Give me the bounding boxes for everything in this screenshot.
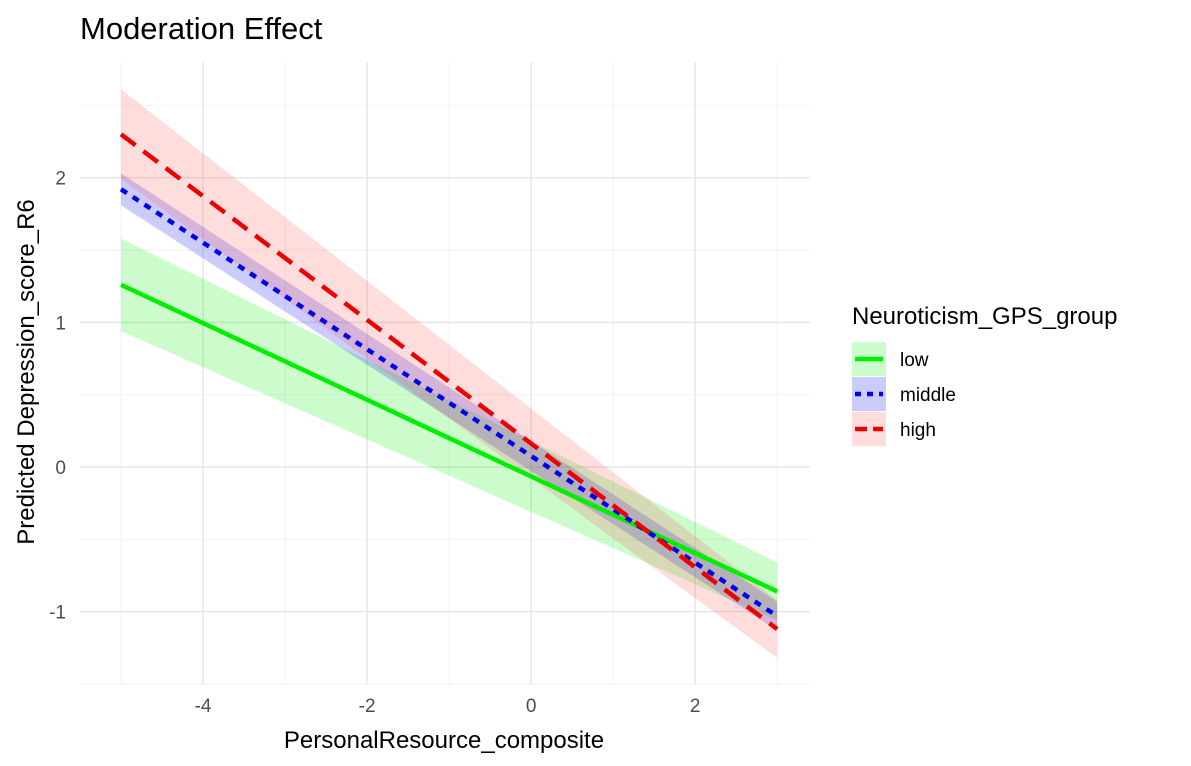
legend-label: low bbox=[900, 350, 929, 371]
legend-title: Neuroticism_GPS_group bbox=[852, 303, 1117, 330]
series-lines bbox=[119, 132, 779, 631]
legend-label: high bbox=[900, 420, 936, 441]
grid-major bbox=[80, 62, 810, 684]
legend-items: low middle high bbox=[852, 342, 956, 446]
chart-title: Moderation Effect bbox=[80, 11, 323, 46]
series-line-middle bbox=[119, 187, 779, 618]
y-tick-label: 2 bbox=[55, 169, 66, 190]
y-tick-label: -1 bbox=[49, 603, 66, 624]
x-tick-label: -2 bbox=[359, 696, 376, 717]
x-tick-label: 2 bbox=[690, 696, 701, 717]
legend-label: middle bbox=[900, 385, 956, 406]
y-axis-title: Predicted Depression_score_R6 bbox=[13, 199, 40, 545]
confidence-band-low bbox=[121, 238, 778, 621]
legend: Neuroticism_GPS_group low middle high bbox=[852, 303, 1117, 446]
x-axis-ticks: -4 -2 0 2 bbox=[195, 696, 701, 717]
series-line-high bbox=[119, 132, 779, 631]
y-axis-ticks: -1 0 1 2 bbox=[49, 169, 66, 624]
grid-minor bbox=[80, 62, 810, 685]
legend-item-low: low bbox=[852, 342, 929, 376]
series-line-low bbox=[120, 282, 779, 594]
y-tick-label: 0 bbox=[55, 458, 66, 479]
x-tick-label: -4 bbox=[195, 696, 212, 717]
y-tick-label: 1 bbox=[55, 313, 66, 334]
legend-item-middle: middle bbox=[852, 377, 956, 411]
legend-item-high: high bbox=[852, 412, 936, 446]
x-tick-label: 0 bbox=[526, 696, 537, 717]
x-axis-title: PersonalResource_composite bbox=[284, 727, 604, 754]
